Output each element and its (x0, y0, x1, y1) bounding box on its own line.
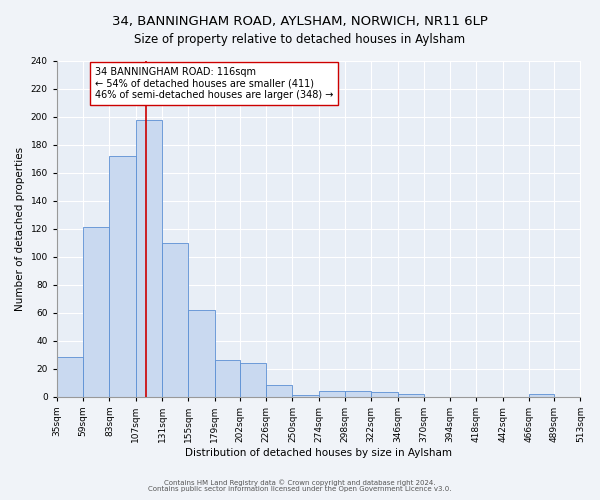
Bar (109, 156, 136, 396)
Bar (398, 394, 424, 396)
Bar (136, 120, 162, 396)
Bar (83, 228, 109, 396)
Bar (162, 243, 188, 396)
Bar (345, 391, 371, 396)
Text: 34 BANNINGHAM ROAD: 116sqm
← 54% of detached houses are smaller (411)
46% of sem: 34 BANNINGHAM ROAD: 116sqm ← 54% of deta… (95, 66, 334, 100)
Bar (215, 360, 240, 397)
Text: 34, BANNINGHAM ROAD, AYLSHAM, NORWICH, NR11 6LP: 34, BANNINGHAM ROAD, AYLSHAM, NORWICH, N… (112, 15, 488, 28)
Bar (292, 395, 319, 396)
Bar (188, 310, 215, 396)
Y-axis label: Number of detached properties: Number of detached properties (15, 146, 25, 311)
Text: Contains HM Land Registry data © Crown copyright and database right 2024.
Contai: Contains HM Land Registry data © Crown c… (148, 479, 452, 492)
X-axis label: Distribution of detached houses by size in Aylsham: Distribution of detached houses by size … (185, 448, 452, 458)
Bar (319, 391, 345, 396)
Bar (57, 358, 83, 397)
Bar (371, 392, 398, 396)
Bar (529, 394, 554, 396)
Text: Size of property relative to detached houses in Aylsham: Size of property relative to detached ho… (134, 32, 466, 46)
Bar (266, 386, 292, 396)
Bar (240, 363, 266, 396)
